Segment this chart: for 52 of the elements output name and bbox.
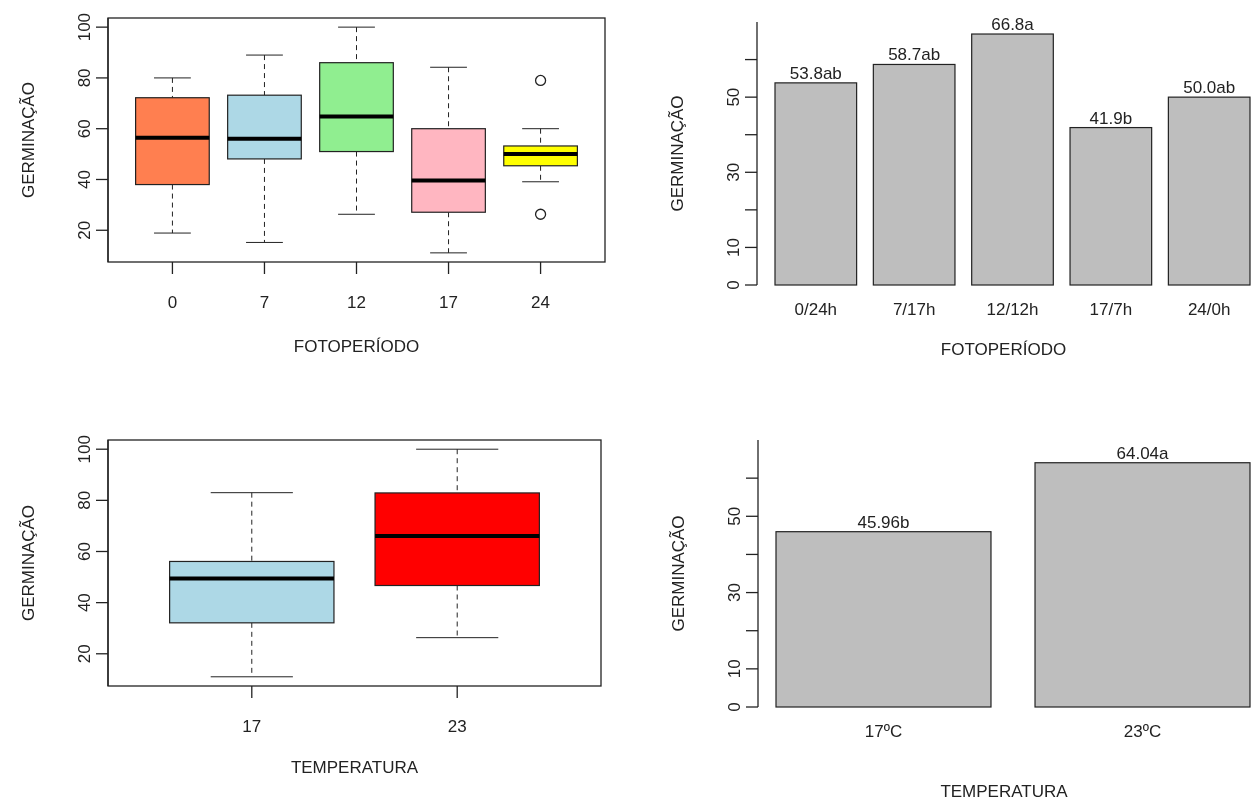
bar <box>971 33 1054 286</box>
x-tick-label: 0/24h <box>794 300 838 319</box>
y-tick-label: 20 <box>75 220 94 240</box>
y-tick-label: 0 <box>725 702 744 712</box>
x-axis-title: TEMPERATURA <box>290 758 419 777</box>
y-tick-label: 20 <box>75 644 94 664</box>
x-tick-label: 12/12h <box>986 300 1039 319</box>
x-tick-label: 17 <box>439 293 458 312</box>
y-tick-label: 60 <box>75 119 94 139</box>
data-label: 50.0ab <box>1183 78 1236 98</box>
x-tick-label: 17 <box>242 717 262 736</box>
y-tick-label: 80 <box>75 490 94 510</box>
y-tick-label: 100 <box>75 12 94 42</box>
x-tick-label: 23 <box>447 717 467 736</box>
y-tick-label: 0 <box>724 280 743 290</box>
x-axis-title: TEMPERATURA <box>940 782 1069 801</box>
bar <box>1069 126 1153 286</box>
x-tick-label: 23ºC <box>1123 722 1162 741</box>
data-label: 58.7ab <box>888 45 941 65</box>
bar <box>1167 96 1251 286</box>
x-axis-title: FOTOPERÍODO <box>940 340 1067 359</box>
data-label: 64.04a <box>1116 443 1170 463</box>
x-tick-label: 12 <box>347 293 366 312</box>
y-tick-label: 10 <box>725 659 744 679</box>
data-label: 53.8ab <box>789 63 842 83</box>
y-axis-title: GERMINAÇÃO <box>19 81 38 199</box>
y-tick-label: 30 <box>724 162 743 182</box>
data-label: 45.96b <box>857 512 910 532</box>
x-tick-label: 7 <box>259 293 270 312</box>
data-label: 66.8a <box>991 15 1035 35</box>
x-tick-label: 7/17h <box>892 300 936 319</box>
x-axis-title: FOTOPERÍODO <box>293 337 420 356</box>
x-tick-label: 0 <box>167 293 178 312</box>
x-tick-label: 24/0h <box>1187 300 1231 319</box>
y-tick-label: 10 <box>724 237 743 257</box>
y-axis-title: GERMINAÇÃO <box>19 504 38 622</box>
data-label: 41.9b <box>1089 108 1133 128</box>
x-tick-label: 17ºC <box>864 722 903 741</box>
x-tick-label: 17/7h <box>1089 300 1133 319</box>
y-tick-label: 50 <box>725 506 744 526</box>
y-tick-label: 100 <box>75 435 94 464</box>
y-tick-label: 60 <box>75 542 94 561</box>
y-tick-label: 80 <box>75 68 94 88</box>
y-tick-label: 30 <box>725 583 744 603</box>
y-tick-label: 50 <box>724 87 743 107</box>
x-tick-label: 24 <box>531 293 551 312</box>
bar <box>872 63 956 286</box>
y-axis-title: GERMINAÇÃO <box>669 515 688 632</box>
y-tick-label: 40 <box>75 170 94 189</box>
y-tick-label: 40 <box>75 593 94 613</box>
y-axis-title: GERMINAÇÃO <box>668 95 687 212</box>
bar <box>774 82 858 286</box>
